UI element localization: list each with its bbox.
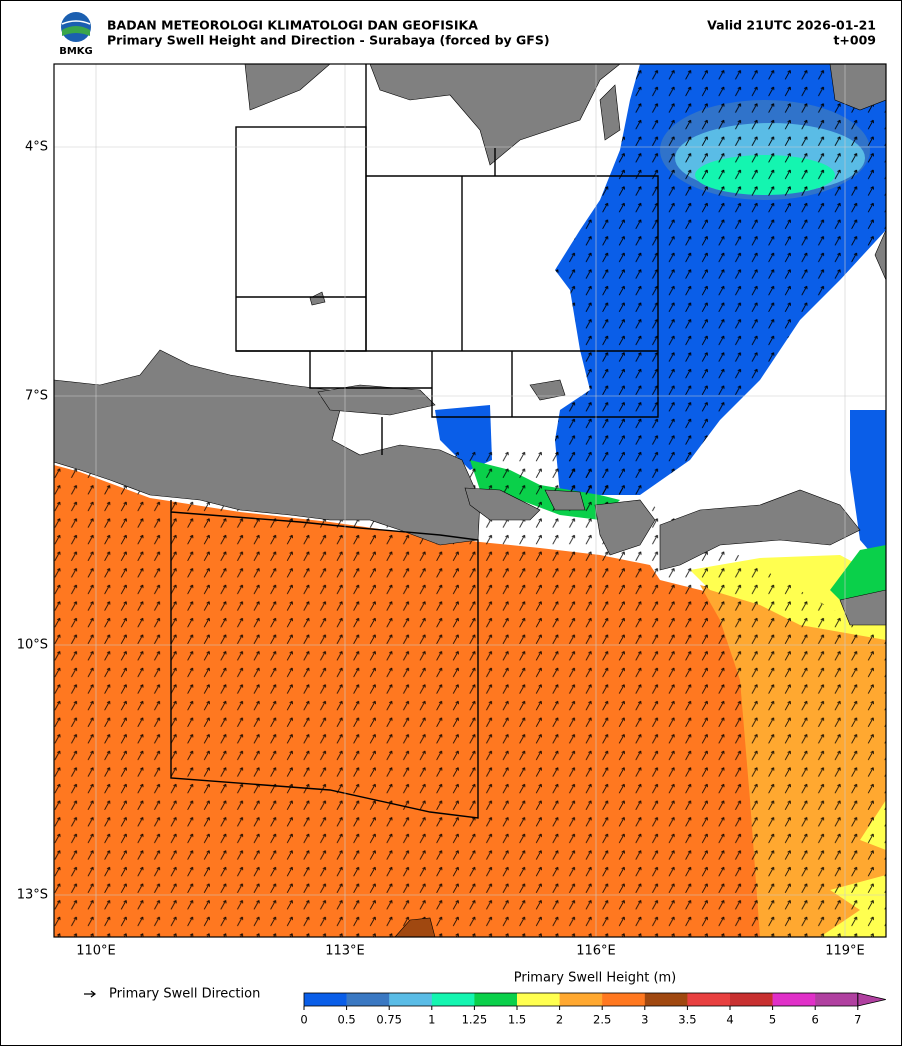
logo-text: BMKG bbox=[59, 46, 93, 57]
colorbar-tick-label: 0.75 bbox=[376, 1013, 402, 1027]
map-frame bbox=[53, 63, 887, 938]
lon-label: 110°E bbox=[76, 944, 116, 959]
colorbar-segment bbox=[431, 993, 475, 1006]
org-name: BADAN METEOROLOGI KLIMATOLOGI DAN GEOFIS… bbox=[107, 18, 478, 33]
colorbar-segment bbox=[815, 993, 859, 1006]
colorbar-tick-label: 1 bbox=[428, 1013, 435, 1027]
colorbar-tick-label: 6 bbox=[812, 1013, 819, 1027]
colorbar-tick-label: 1.5 bbox=[508, 1013, 526, 1027]
colorbar-segment bbox=[304, 993, 347, 1006]
colorbar-segment bbox=[517, 993, 560, 1006]
colorbar-tick-label: 0 bbox=[300, 1013, 307, 1027]
graticule bbox=[54, 64, 886, 937]
colorbar-segment bbox=[602, 993, 646, 1006]
valid-time: Valid 21UTC 2026-01-21 bbox=[707, 18, 876, 33]
map-title: Primary Swell Height and Direction - Sur… bbox=[107, 33, 550, 48]
lat-label: 13°S bbox=[17, 888, 48, 903]
colorbar-segment bbox=[389, 993, 433, 1006]
map-area bbox=[54, 64, 886, 937]
legend: Primary Swell Direction bbox=[84, 987, 260, 1002]
colorbar-tick-label: 5 bbox=[769, 1013, 776, 1027]
colorbar-tick-label: 0.5 bbox=[337, 1013, 355, 1027]
lon-label: 113°E bbox=[325, 944, 365, 959]
legend-arrow bbox=[84, 990, 96, 998]
colorbar-outline bbox=[303, 992, 859, 1007]
colorbar-segment bbox=[687, 993, 731, 1006]
logo: BMKG bbox=[59, 12, 93, 57]
colorbar-segment bbox=[730, 993, 773, 1006]
colorbar-title: Primary Swell Height (m) bbox=[514, 971, 677, 986]
colorbar-tick-label: 3.5 bbox=[678, 1013, 696, 1027]
colorbar-tick-label: 1.25 bbox=[462, 1013, 488, 1027]
land bbox=[54, 64, 886, 937]
colorbar-tick-label: 2 bbox=[556, 1013, 563, 1027]
colorbar-tick-label: 4 bbox=[726, 1013, 733, 1027]
colorbar-segment bbox=[346, 993, 390, 1006]
colorbar-segment bbox=[559, 993, 603, 1006]
legend-label: Primary Swell Direction bbox=[109, 987, 260, 1002]
axis-labels: 4°S 7°S 10°S 13°S 110°E 113°E 116°E 119°E bbox=[17, 140, 865, 959]
colorbar-segment bbox=[772, 993, 816, 1006]
lon-label: 119°E bbox=[825, 944, 865, 959]
colorbar-segment bbox=[644, 993, 688, 1006]
colorbar-segment bbox=[474, 993, 518, 1006]
boundaries bbox=[170, 64, 659, 819]
colorbar-tick-label: 2.5 bbox=[593, 1013, 611, 1027]
colorbar: 0 0.5 0.75 1 1.25 1.5 2 2.5 3 3.5 4 5 6 7 bbox=[300, 992, 886, 1027]
lat-label: 10°S bbox=[17, 638, 48, 653]
colorbar-tick-label: 3 bbox=[641, 1013, 648, 1027]
lat-label: 4°S bbox=[25, 140, 48, 155]
lon-label: 116°E bbox=[576, 944, 616, 959]
lat-label: 7°S bbox=[25, 389, 48, 404]
forecast-step: t+009 bbox=[833, 33, 876, 48]
colorbar-tick-label: 7 bbox=[854, 1013, 861, 1027]
